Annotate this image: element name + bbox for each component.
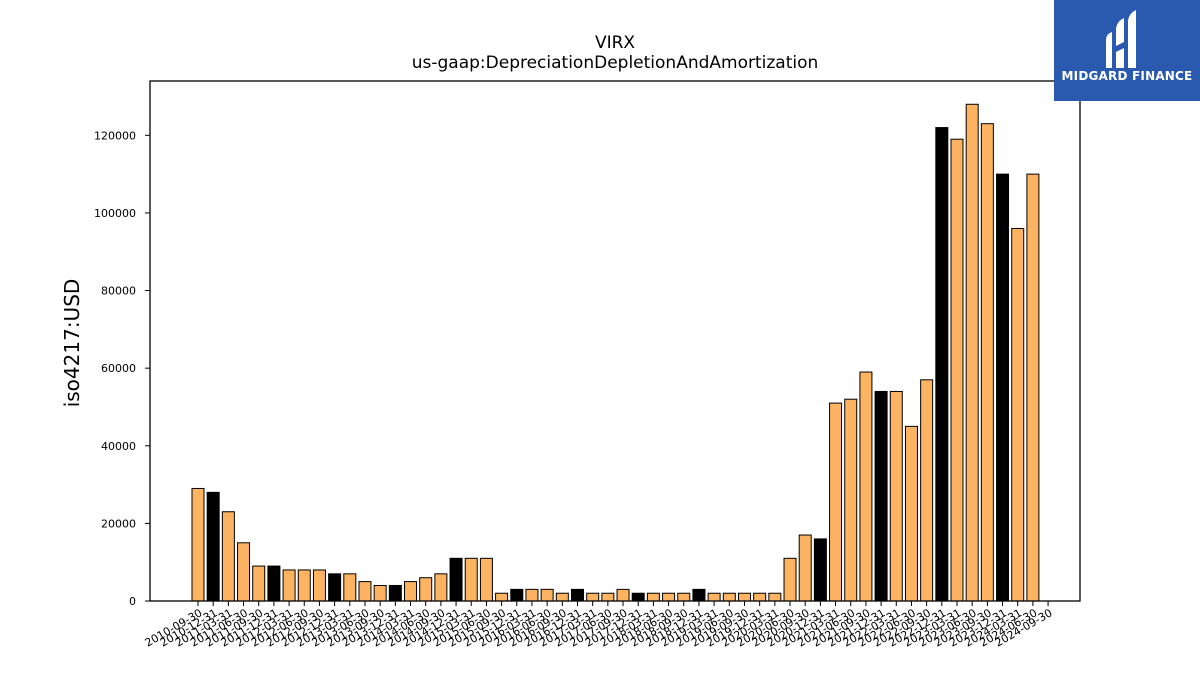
y-tick-label: 120000 xyxy=(94,129,136,142)
bar xyxy=(965,103,979,602)
bar xyxy=(343,573,357,602)
bar xyxy=(434,573,448,602)
bar xyxy=(677,592,691,602)
bar xyxy=(996,173,1010,602)
bar xyxy=(358,581,372,602)
bar xyxy=(495,592,509,602)
bar xyxy=(813,538,827,602)
bar xyxy=(722,592,736,602)
bar xyxy=(783,557,797,602)
bar xyxy=(844,398,858,602)
bar xyxy=(768,592,782,602)
bar xyxy=(692,588,706,602)
bar xyxy=(252,565,266,602)
bar xyxy=(601,592,615,602)
bar xyxy=(510,588,524,602)
y-tick-label: 0 xyxy=(129,595,136,608)
bar xyxy=(586,592,600,602)
plot-frame xyxy=(149,80,1081,602)
bar xyxy=(631,592,645,602)
bar xyxy=(540,588,554,602)
bar xyxy=(753,592,767,602)
bar xyxy=(206,491,220,602)
midgard-finance-logo: MIDGARD FINANCE xyxy=(1054,0,1200,101)
logo-mark-icon xyxy=(1106,10,1136,68)
bar xyxy=(904,425,918,602)
bar xyxy=(373,584,387,602)
bar xyxy=(874,390,888,602)
bar xyxy=(555,592,569,602)
y-tick-label: 20000 xyxy=(101,517,136,530)
bar xyxy=(662,592,676,602)
bar xyxy=(312,569,326,602)
chart-title: VIRX xyxy=(594,33,636,53)
bar xyxy=(388,584,402,602)
bar xyxy=(1011,227,1025,602)
bar xyxy=(464,557,478,602)
bar xyxy=(191,487,205,602)
bar xyxy=(980,123,994,602)
y-axis-label: iso4217:USD xyxy=(60,278,84,408)
bar xyxy=(525,588,539,602)
bar xyxy=(798,534,812,602)
bar xyxy=(571,588,584,602)
bar xyxy=(419,577,433,602)
bar xyxy=(1026,173,1040,602)
bar xyxy=(282,569,296,602)
bar xyxy=(859,371,873,602)
bar xyxy=(328,573,342,602)
bar xyxy=(935,127,949,602)
bar xyxy=(404,581,418,602)
bar xyxy=(646,592,660,602)
bar xyxy=(221,511,235,602)
y-tick-label: 60000 xyxy=(101,362,136,375)
bar xyxy=(616,588,630,602)
bar xyxy=(920,379,934,602)
bar xyxy=(707,592,721,602)
bar xyxy=(889,390,903,602)
y-tick-label: 80000 xyxy=(101,285,136,298)
logo-text: MIDGARD FINANCE xyxy=(1061,69,1193,83)
bar xyxy=(267,565,281,602)
bar xyxy=(479,557,493,602)
bar xyxy=(297,569,311,602)
bar xyxy=(737,592,751,602)
y-tick-label: 40000 xyxy=(101,440,136,453)
bar xyxy=(829,402,843,602)
bar xyxy=(449,557,463,602)
y-tick-label: 100000 xyxy=(94,207,136,220)
bar xyxy=(950,138,964,602)
bar xyxy=(237,542,251,602)
chart-subtitle: us-gaap:DepreciationDepletionAndAmortiza… xyxy=(411,53,819,73)
